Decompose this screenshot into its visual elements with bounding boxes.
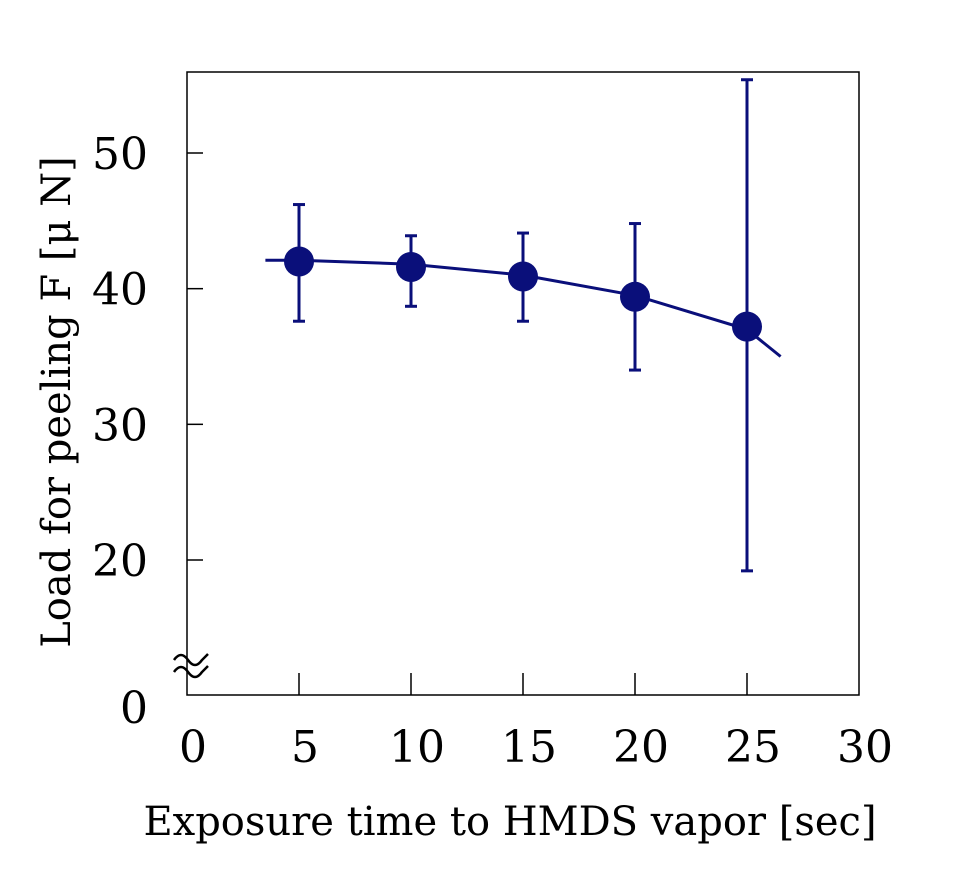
data-point [396, 251, 426, 282]
data-point [508, 261, 538, 292]
x-tick-label: 25 [725, 722, 781, 773]
error-bars [293, 78, 753, 573]
y-tick-label: 40 [92, 265, 148, 316]
data-point [732, 311, 762, 342]
y-ticks: 0 20 30 40 50 [92, 129, 203, 734]
data-point [620, 281, 650, 312]
x-tick-label: 20 [613, 722, 669, 773]
x-tick-label: 0 [179, 722, 207, 773]
y-tick-label: 20 [92, 536, 148, 587]
x-axis-title: Exposure time to HMDS vapor [sec] [143, 799, 876, 845]
x-tick-label: 15 [501, 722, 557, 773]
axis-break-icon [172, 653, 209, 679]
plot-frame [186, 71, 860, 696]
data-point [284, 246, 314, 277]
y-tick-label: 0 [120, 683, 148, 734]
x-tick-label: 10 [389, 722, 445, 773]
y-tick-label: 50 [92, 129, 148, 180]
x-tick-label: 5 [291, 722, 319, 773]
x-ticks: 0 5 10 15 20 25 30 [179, 673, 893, 773]
data-points [284, 246, 762, 342]
y-axis-title: Load for peeling F [μ N] [34, 156, 80, 648]
x-tick-label: 30 [837, 722, 893, 773]
y-tick-label: 30 [92, 400, 148, 451]
